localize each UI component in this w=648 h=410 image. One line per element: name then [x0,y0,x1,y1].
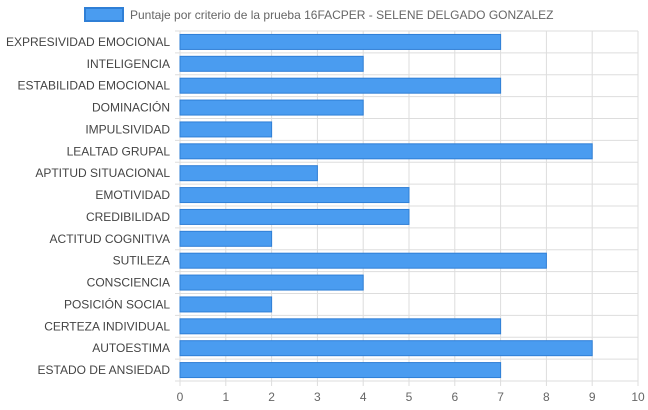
category-label: ESTABILIDAD EMOCIONAL [18,79,171,93]
bars [179,33,593,379]
bar[interactable] [179,296,273,313]
category-label: POSICIÓN SOCIAL [64,296,170,311]
bar[interactable] [179,208,410,225]
x-tick-label: 6 [451,390,458,404]
x-tick-label: 0 [177,390,184,404]
bar[interactable] [179,77,502,94]
category-label: EXPRESIVIDAD EMOCIONAL [6,35,170,49]
category-label: APTITUD SITUACIONAL [35,166,170,180]
bar[interactable] [179,274,364,291]
x-axis-tick-labels: 0 1 2 3 4 5 6 7 8 9 10 [177,390,645,404]
bar[interactable] [179,33,502,50]
category-label: EMOTIVIDAD [95,188,170,202]
bar[interactable] [179,121,273,138]
category-label: CREDIBILIDAD [86,210,170,224]
bar[interactable] [179,362,502,379]
x-tick-label: 9 [589,390,596,404]
category-label: AUTOESTIMA [92,341,170,355]
category-label: DOMINACIÓN [92,100,170,115]
bar[interactable] [179,318,502,335]
bar[interactable] [179,230,273,247]
category-label: CERTEZA INDIVIDUAL [44,319,170,333]
category-label: ESTADO DE ANSIEDAD [38,363,171,377]
legend-swatch [84,7,124,22]
bar[interactable] [179,99,364,116]
category-labels: EXPRESIVIDAD EMOCIONAL INTELIGENCIA ESTABI… [6,35,170,377]
category-label: IMPULSIVIDAD [85,122,170,136]
bar[interactable] [179,143,593,160]
x-tick-label: 8 [543,390,550,404]
legend-label: Puntaje por criterio de la prueba 16FACP… [130,8,554,22]
bar[interactable] [179,340,593,357]
category-label: ACTITUD COGNITIVA [50,232,170,246]
x-tick-label: 10 [631,390,645,404]
x-tick-label: 3 [314,390,321,404]
bar[interactable] [179,252,547,269]
x-tick-label: 5 [406,390,413,404]
x-tick-label: 7 [497,390,504,404]
category-label: SUTILEZA [113,254,170,268]
bar[interactable] [179,165,318,182]
x-tick-label: 2 [268,390,275,404]
bar[interactable] [179,187,410,204]
x-tick-label: 1 [222,390,229,404]
x-tick-label: 4 [360,390,367,404]
category-label: INTELIGENCIA [87,57,170,71]
legend[interactable]: Puntaje por criterio de la prueba 16FACP… [84,7,554,22]
category-label: LEALTAD GRUPAL [67,144,171,158]
category-label: CONSCIENCIA [87,276,170,290]
bar[interactable] [179,55,364,72]
